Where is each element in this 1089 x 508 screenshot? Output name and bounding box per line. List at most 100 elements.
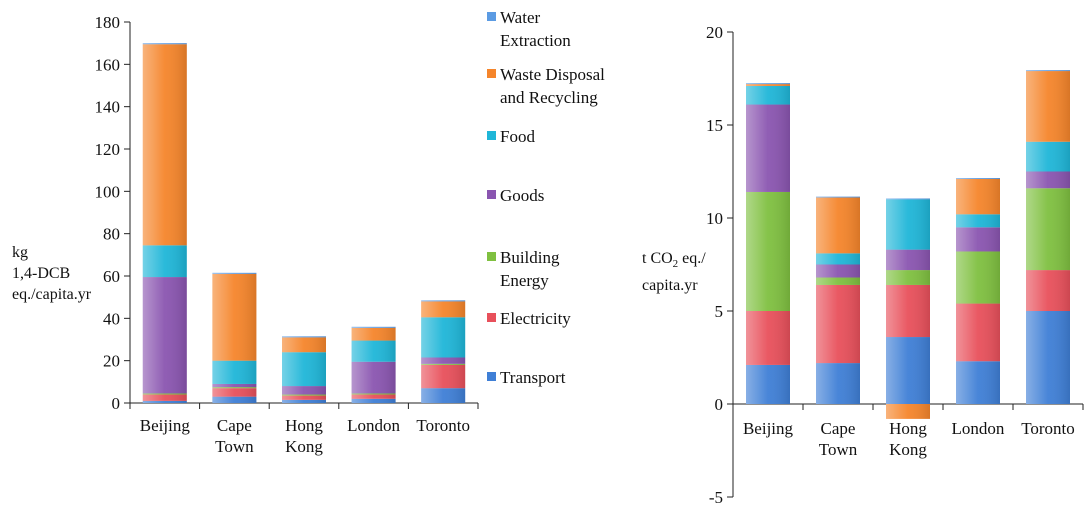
right-bar-shading <box>956 214 1000 228</box>
left-y-tick-label: 20 <box>103 352 120 371</box>
right-bar-shading <box>816 264 860 278</box>
left-bar-shading <box>212 396 257 403</box>
right-bar-shading <box>1026 311 1070 404</box>
left-bar-shading <box>142 245 187 278</box>
left-category-label: Hong Kong <box>285 416 323 456</box>
right-bar-shading <box>816 284 860 364</box>
right-bar-shading <box>816 197 860 254</box>
left-bar-shading <box>282 352 326 387</box>
right-y-tick-label: 10 <box>706 209 723 228</box>
right-bar-shading <box>956 178 1000 179</box>
right-bar-shading <box>816 253 860 265</box>
right-category-label: Cape Town <box>819 419 858 459</box>
right-bar-shading <box>886 249 930 271</box>
right-bar-shading <box>1026 188 1070 271</box>
right-bar-shading <box>746 311 790 365</box>
left-y-tick-label: 80 <box>103 225 120 244</box>
left-bar-shading <box>421 364 466 389</box>
right-bar-shading <box>1026 141 1070 172</box>
left-bar-shading <box>142 393 187 395</box>
left-bar-shading <box>351 394 396 399</box>
carbon-chart: -5 0 5 10 15 20 Beijing Cape Town Hong Kong London T… <box>706 23 1084 507</box>
right-y-tick-label: 0 <box>715 395 724 414</box>
left-bar-shading <box>282 386 326 395</box>
left-bar-shading <box>351 398 396 403</box>
left-y-tick-label: 0 <box>112 394 121 413</box>
right-bar-shading <box>746 84 790 86</box>
left-bar-shading <box>282 336 326 338</box>
left-bar-shading <box>282 399 326 403</box>
left-y-tick-label: 160 <box>95 55 121 74</box>
right-bar-shading <box>956 251 1000 304</box>
left-bar-shading <box>421 363 466 365</box>
right-bar-shading <box>746 85 790 105</box>
left-category-label: Beijing <box>140 416 191 435</box>
left-bar-shading <box>282 337 326 353</box>
legend-swatch <box>487 190 496 199</box>
left-bar-shading <box>212 383 257 388</box>
left-bar-shading <box>142 277 187 394</box>
right-bar-shading <box>1026 270 1070 311</box>
left-bar-shading <box>421 388 466 403</box>
left-y-axis-label: kg 1,4-DCB eq./capita.yr <box>12 244 92 303</box>
left-y-tick-label: 100 <box>95 182 121 201</box>
right-bar-shading <box>746 104 790 192</box>
right-y-tick-label: 20 <box>706 23 723 42</box>
legend-label: Building Energy <box>500 248 560 290</box>
right-bar-shading <box>956 227 1000 252</box>
left-category-label: London <box>347 416 400 435</box>
left-y-tick-label: 40 <box>103 309 120 328</box>
left-category-label: Cape Town <box>215 416 254 456</box>
right-bar-shading <box>886 270 930 285</box>
left-bar-shading <box>212 360 257 384</box>
right-y-tick-label: -5 <box>709 488 723 507</box>
right-y-tick-label: 15 <box>706 116 723 135</box>
legend-swatch <box>487 252 496 261</box>
left-bar-shading <box>421 300 466 302</box>
left-y-tick-label: 120 <box>95 140 121 159</box>
right-bar-shading <box>746 83 790 85</box>
right-bar-shading <box>886 199 930 250</box>
right-bar-shading <box>816 363 860 404</box>
left-y-tick-label: 180 <box>95 13 121 32</box>
left-bar-shading <box>212 387 257 389</box>
left-bar-shading <box>142 400 187 403</box>
left-bar-shading <box>142 44 187 246</box>
legend-label: Food <box>500 127 535 146</box>
right-category-label: Hong Kong <box>889 419 927 459</box>
right-bar-shading <box>1026 70 1070 72</box>
right-category-label: Beijing <box>743 419 794 438</box>
legend-swatch <box>487 313 496 322</box>
right-bar-shading <box>886 198 930 200</box>
left-bar-shading <box>421 317 466 358</box>
left-bar-shading <box>351 393 396 395</box>
legend-label: Goods <box>500 186 544 205</box>
left-bar-shading <box>351 340 396 362</box>
right-bar-shading <box>886 337 930 404</box>
legend-label: Transport <box>500 368 566 387</box>
left-category-label: Toronto <box>416 416 470 435</box>
left-bar-shading <box>421 301 466 318</box>
left-bar-shading <box>142 43 187 45</box>
right-bar-shading <box>816 277 860 285</box>
right-category-label: Toronto <box>1021 419 1075 438</box>
toxicity-chart: 0 20 40 60 80 100 120 140 160 180 Beijing Cape Town H… <box>95 13 479 456</box>
legend-label: Water Extraction <box>500 8 571 50</box>
right-y-axis-label: t CO2 eq./ capita.yr <box>642 250 706 295</box>
right-bar-shading <box>956 178 1000 215</box>
right-bar-shading <box>746 364 790 404</box>
left-bar-shading <box>212 388 257 397</box>
left-y-tick-label: 60 <box>103 267 120 286</box>
legend-label: Electricity <box>500 309 571 328</box>
right-bar-shading <box>886 284 930 338</box>
right-bar-shading <box>816 196 860 198</box>
legend-swatch <box>487 12 496 21</box>
legend-swatch <box>487 131 496 140</box>
legend: Water Extraction Waste Disposal and Recycli… <box>487 8 605 387</box>
right-bar-shading <box>1026 71 1070 142</box>
left-bar-shading <box>351 327 396 341</box>
right-bar-shading <box>886 404 930 419</box>
right-category-label: London <box>952 419 1005 438</box>
legend-swatch <box>487 372 496 381</box>
